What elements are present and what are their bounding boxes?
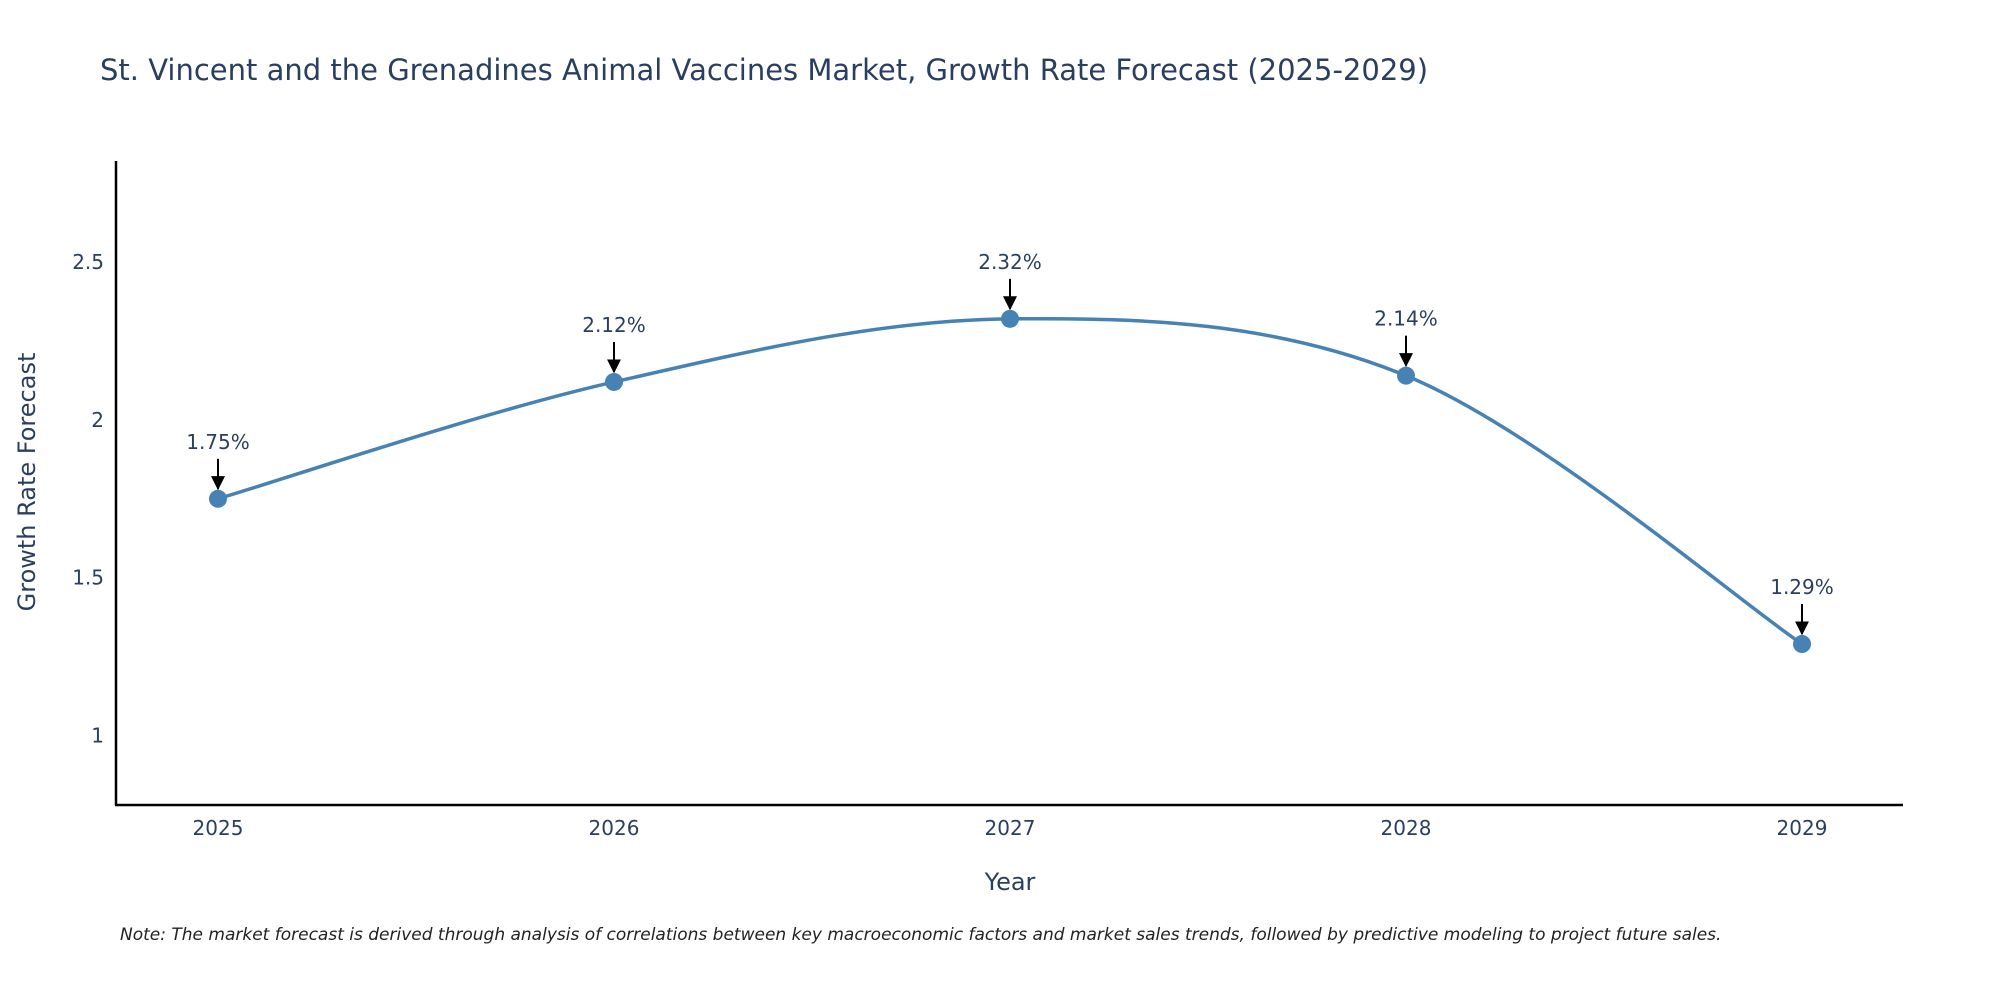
data-point-2029[interactable] bbox=[1793, 635, 1811, 653]
y-axis-title: Growth Rate Forecast bbox=[13, 353, 41, 612]
x-tick-label: 2029 bbox=[1777, 816, 1828, 840]
data-label: 1.75% bbox=[186, 430, 250, 454]
x-axis-title: Year bbox=[984, 868, 1036, 896]
x-tick-label: 2026 bbox=[589, 816, 640, 840]
data-label: 2.12% bbox=[582, 313, 646, 337]
y-tick-label: 1 bbox=[91, 724, 104, 748]
y-tick-label: 2 bbox=[91, 408, 104, 432]
data-label: 1.29% bbox=[1770, 575, 1834, 599]
data-label: 2.32% bbox=[978, 250, 1042, 274]
annotations: 1.75% 2.12% 2.32% 2.14% 1.29% bbox=[186, 250, 1834, 636]
y-tick-label: 2.5 bbox=[72, 250, 104, 274]
data-point-2027[interactable] bbox=[1001, 309, 1019, 328]
axes bbox=[114, 161, 1903, 807]
y-ticks: 1 1.5 2 2.5 bbox=[72, 250, 104, 748]
data-label: 2.14% bbox=[1374, 307, 1438, 331]
x-tick-label: 2027 bbox=[985, 816, 1036, 840]
series-growth-rate bbox=[209, 309, 1811, 653]
x-tick-label: 2025 bbox=[193, 816, 244, 840]
data-point-2028[interactable] bbox=[1397, 366, 1415, 385]
series-line bbox=[217, 316, 1803, 646]
x-ticks: 2025 2026 2027 2028 2029 bbox=[193, 816, 1828, 840]
x-tick-label: 2028 bbox=[1381, 816, 1432, 840]
data-point-2025[interactable] bbox=[209, 489, 227, 508]
chart-title: St. Vincent and the Grenadines Animal Va… bbox=[100, 53, 1428, 87]
y-tick-label: 1.5 bbox=[72, 566, 104, 590]
data-point-2026[interactable] bbox=[605, 372, 623, 391]
footnote: Note: The market forecast is derived thr… bbox=[120, 925, 1721, 945]
